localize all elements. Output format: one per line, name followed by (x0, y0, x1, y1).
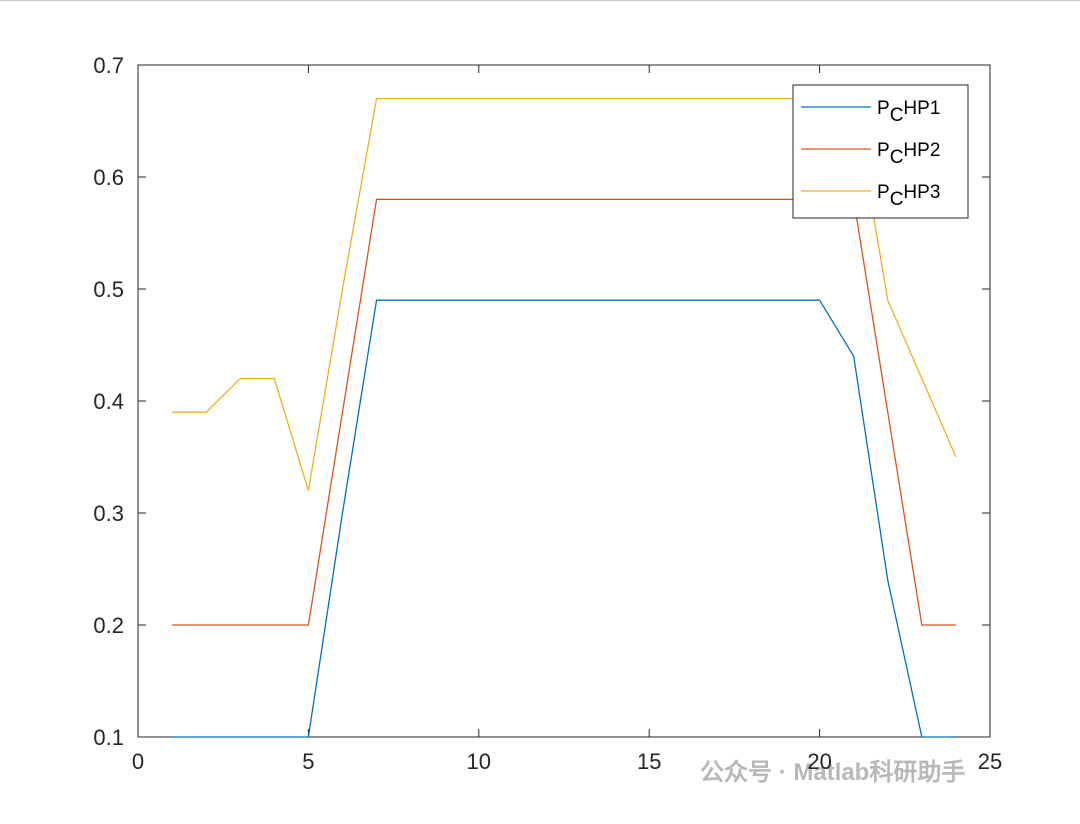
legend-label: PCHP3 (877, 182, 940, 210)
y-tick-label: 0.6 (93, 165, 124, 190)
y-tick-label: 0.1 (93, 725, 124, 750)
x-tick-label: 0 (132, 749, 144, 774)
y-tick-label: 0.2 (93, 613, 124, 638)
x-tick-label: 15 (637, 749, 661, 774)
y-tick-label: 0.4 (93, 389, 124, 414)
x-tick-label: 20 (807, 749, 831, 774)
y-tick-label: 0.7 (93, 53, 124, 78)
legend-label: PCHP1 (877, 98, 940, 126)
y-tick-label: 0.5 (93, 277, 124, 302)
data-line (172, 299, 956, 738)
y-tick-label: 0.3 (93, 501, 124, 526)
legend-label: PCHP2 (877, 140, 940, 168)
watermark: 公众号 · Matlab科研助手 (700, 758, 965, 786)
x-tick-label: 25 (978, 749, 1002, 774)
x-tick-label: 5 (302, 749, 314, 774)
x-tick-label: 10 (467, 749, 491, 774)
